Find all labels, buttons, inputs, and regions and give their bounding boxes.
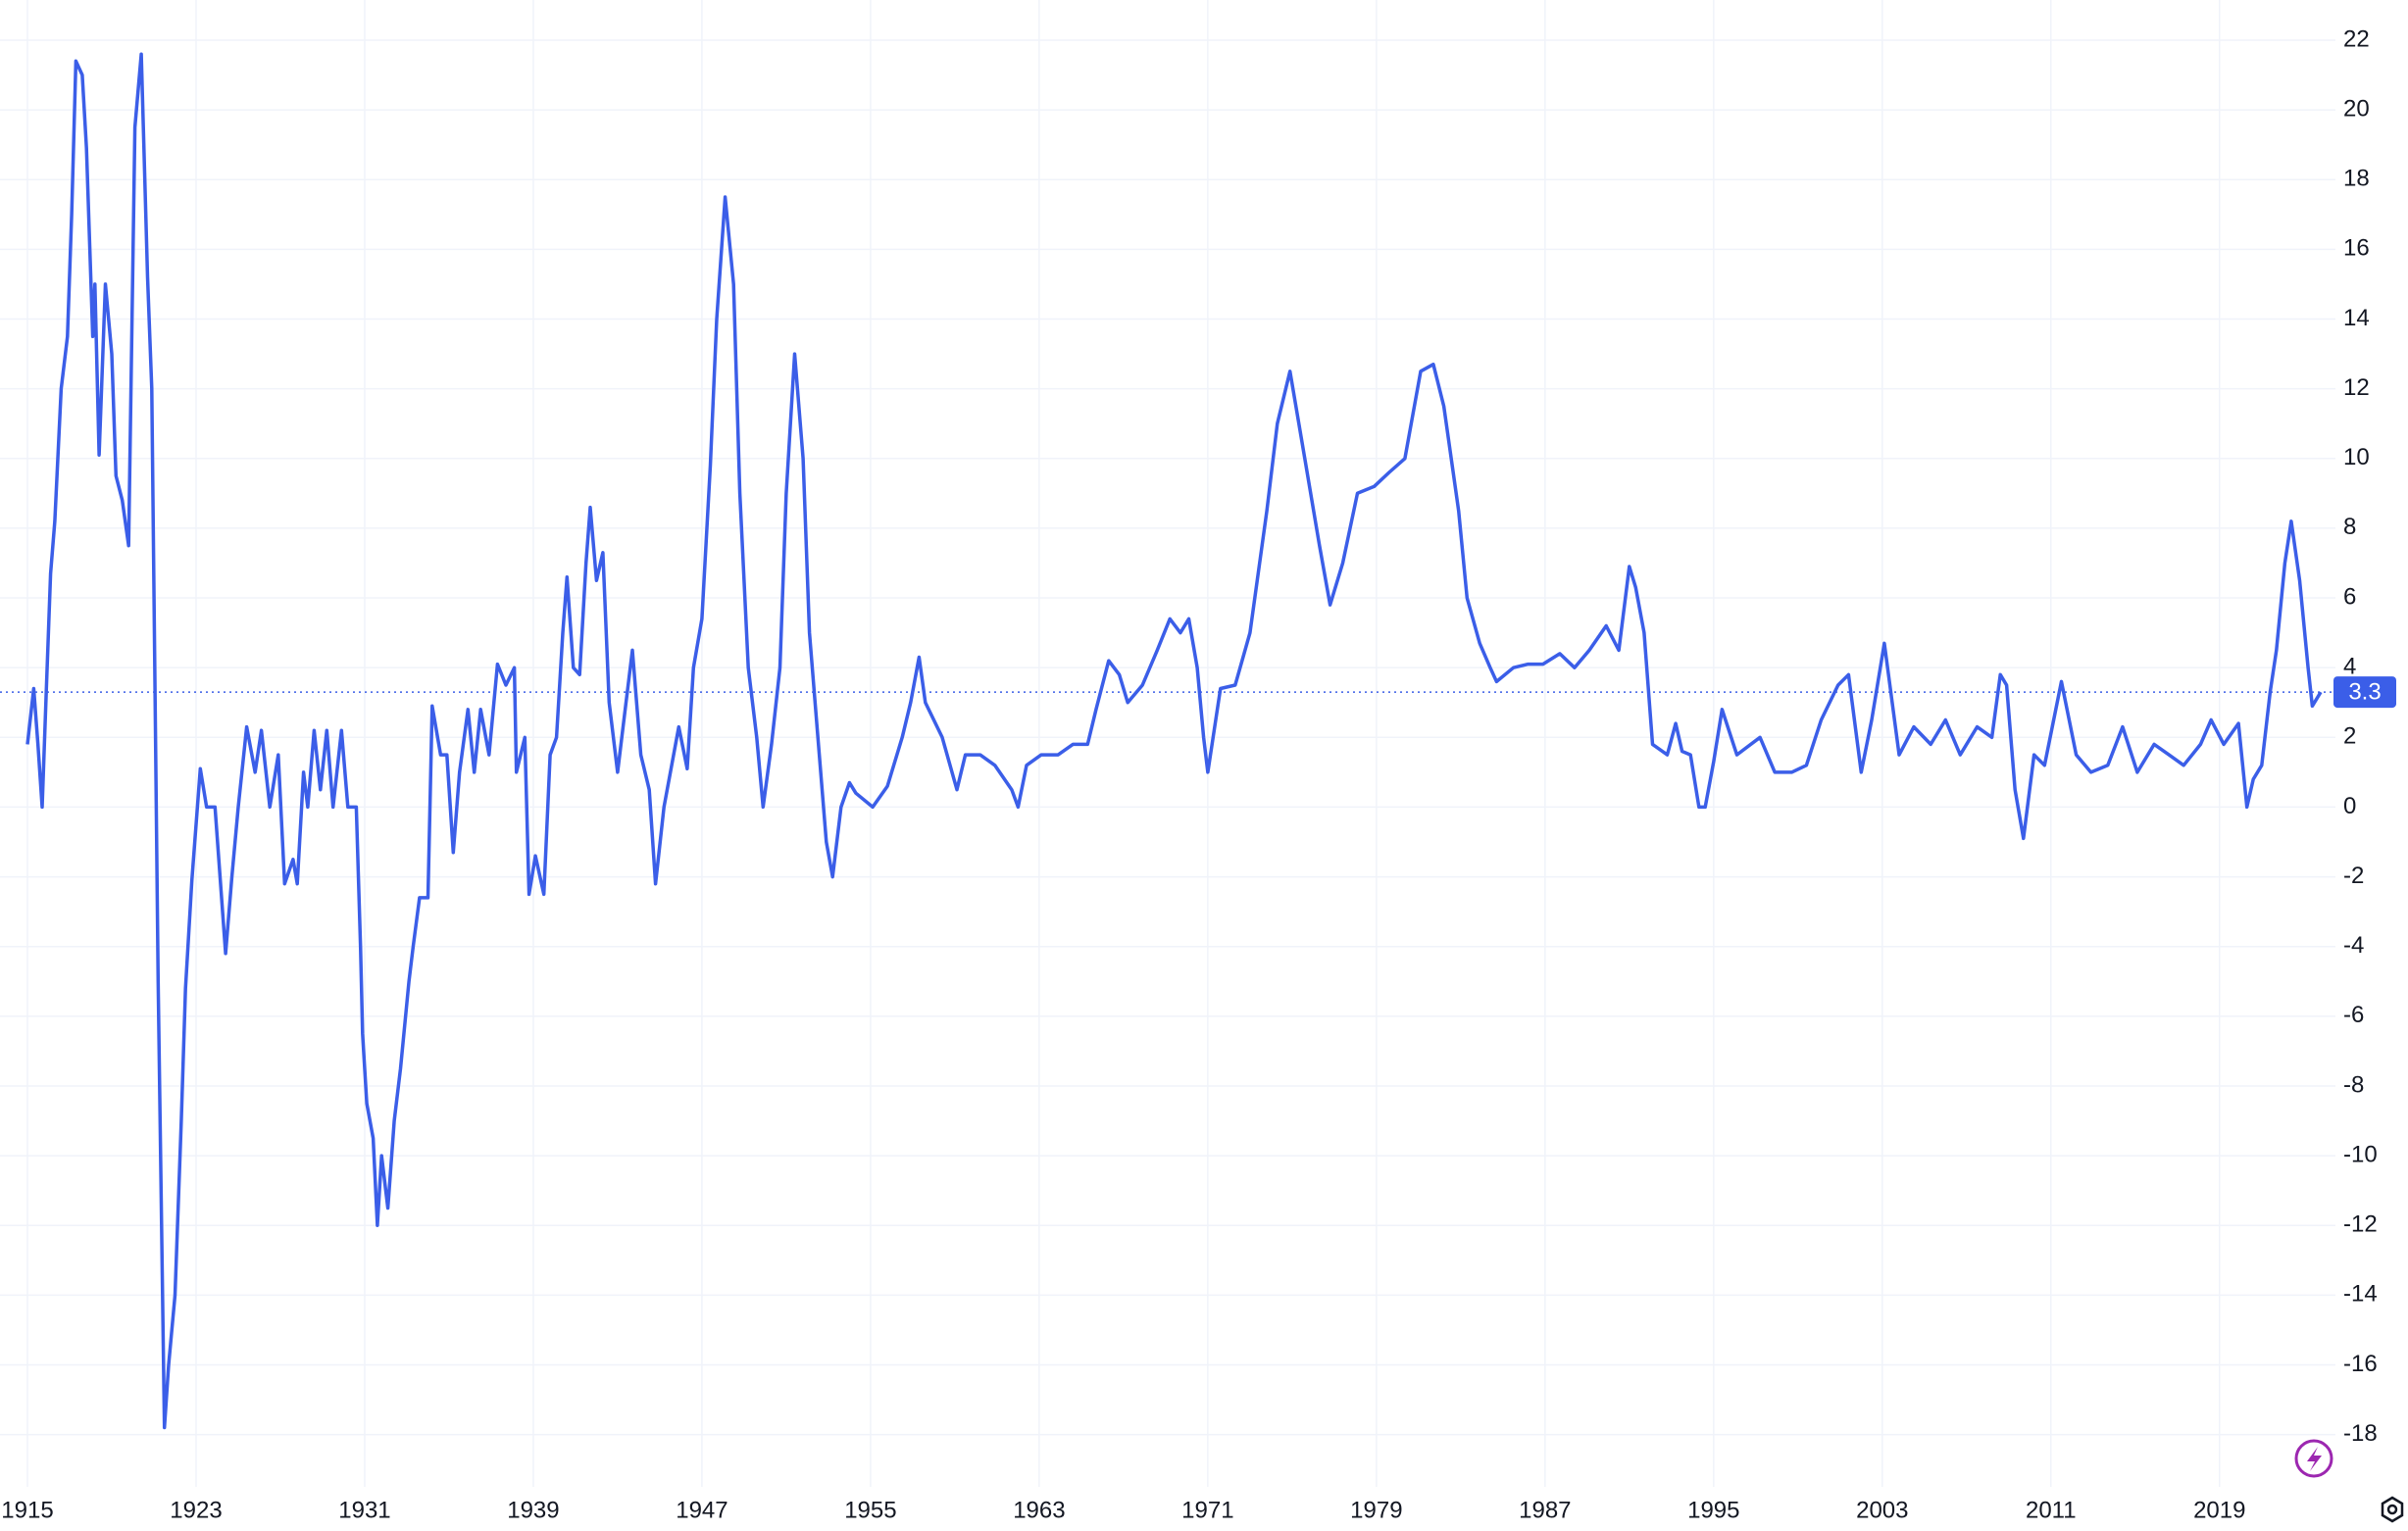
- y-tick-label: -10: [2343, 1141, 2378, 1167]
- last-value-box: [2333, 676, 2396, 709]
- y-tick-label: -8: [2343, 1071, 2364, 1098]
- x-tick-label: 1995: [1687, 1497, 1739, 1523]
- y-tick-label: -6: [2343, 1002, 2364, 1028]
- y-tick-label: 10: [2343, 444, 2370, 470]
- icon-dot: [2386, 1504, 2398, 1515]
- x-tick-label: 1971: [1181, 1497, 1233, 1523]
- x-tick-label: 1979: [1350, 1497, 1402, 1523]
- x-tick-label: 1923: [170, 1497, 222, 1523]
- y-tick-label: 8: [2343, 514, 2356, 540]
- lightning-icon[interactable]: [2294, 1439, 2333, 1478]
- y-tick-label: 16: [2343, 235, 2370, 262]
- icon-circle: [2294, 1439, 2333, 1478]
- y-tick-label: 20: [2343, 95, 2370, 122]
- y-tick-label: -16: [2343, 1351, 2378, 1377]
- y-tick-label: 4: [2343, 654, 2356, 680]
- x-tick-label: 1955: [844, 1497, 896, 1523]
- x-tick-label: 1987: [1519, 1497, 1571, 1523]
- settings-icon[interactable]: [2381, 1496, 2404, 1523]
- y-tick-label: 22: [2343, 25, 2370, 52]
- y-tick-label: 12: [2343, 374, 2370, 401]
- y-tick-label: -12: [2343, 1211, 2378, 1238]
- y-tick-label: 14: [2343, 305, 2370, 331]
- y-tick-label: 0: [2343, 793, 2356, 819]
- x-tick-label: 1931: [338, 1497, 390, 1523]
- icon-bolt: [2307, 1447, 2322, 1471]
- line: [25, 52, 2323, 1430]
- y-tick-label: -18: [2343, 1420, 2378, 1447]
- y-tick-label: 18: [2343, 166, 2370, 192]
- x-tick-label: 1915: [1, 1497, 53, 1523]
- x-tick-label: 2003: [1856, 1497, 1908, 1523]
- last-value-label: 3.3: [2348, 678, 2381, 705]
- x-tick-label: 1963: [1013, 1497, 1065, 1523]
- y-tick-label: 6: [2343, 583, 2356, 610]
- y-tick-label: -14: [2343, 1281, 2378, 1308]
- y-tick-label: -2: [2343, 863, 2364, 889]
- y-tick-label: 2: [2343, 723, 2356, 750]
- x-tick-label: 1939: [507, 1497, 559, 1523]
- x-tick-label: 2019: [2193, 1497, 2245, 1523]
- x-tick-label: 1947: [676, 1497, 727, 1523]
- icon-hex: [2381, 1496, 2404, 1523]
- y-tick-label: -4: [2343, 932, 2364, 959]
- x-tick-label: 2011: [2026, 1497, 2077, 1523]
